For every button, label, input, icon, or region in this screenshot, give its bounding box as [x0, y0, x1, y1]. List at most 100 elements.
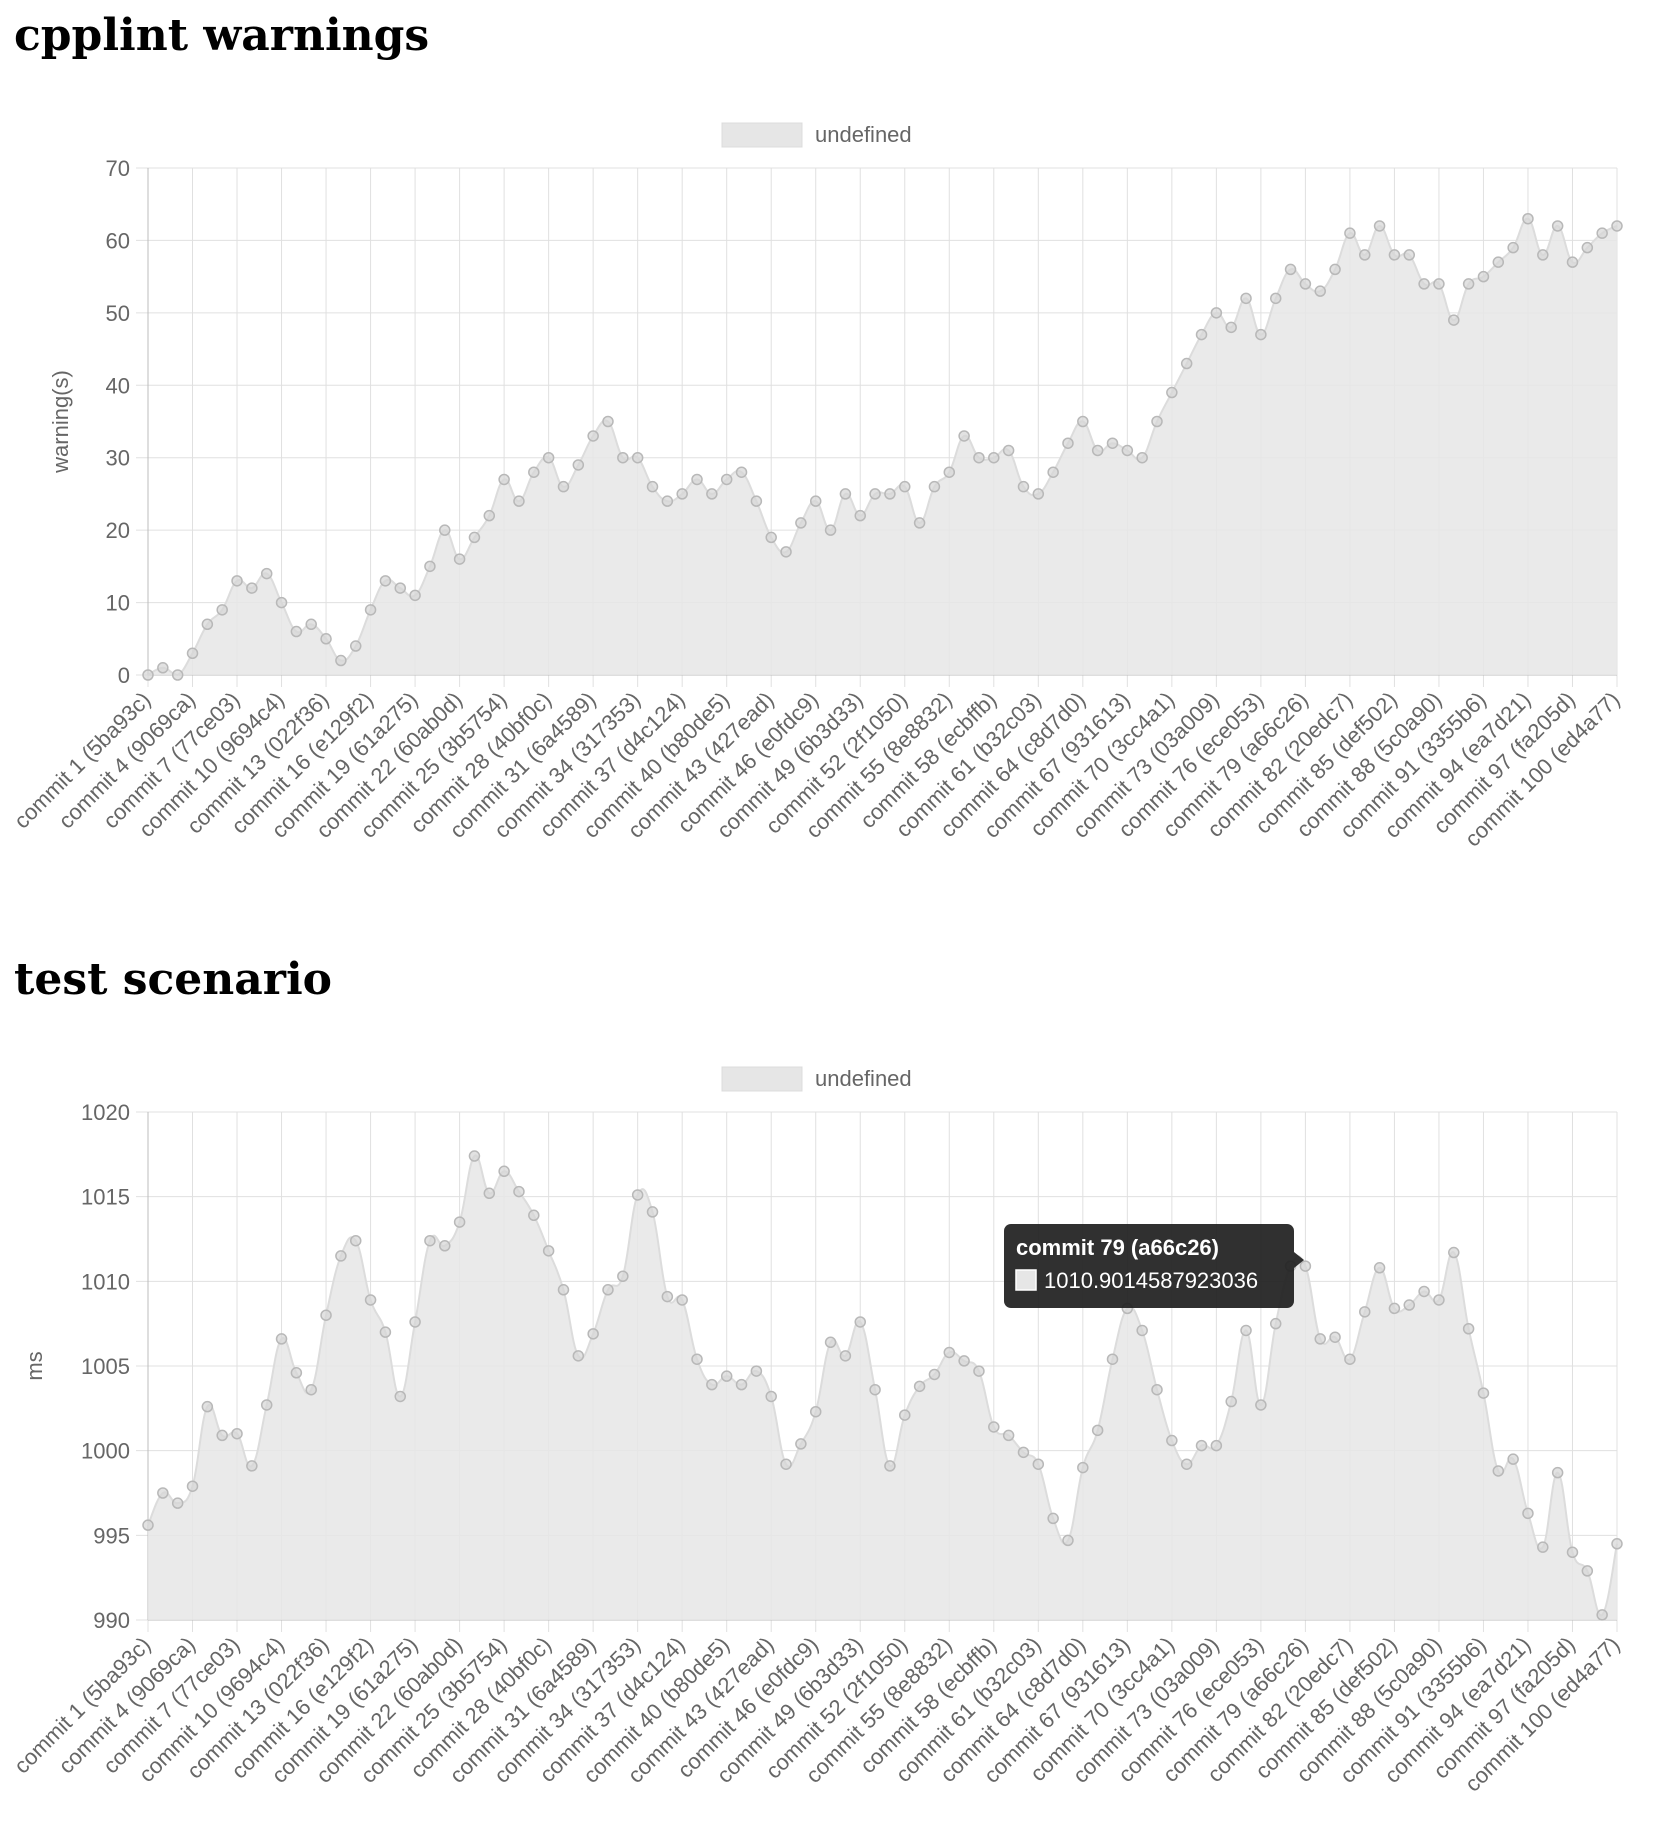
- data-point[interactable]: [542, 1245, 555, 1257]
- data-point[interactable]: [439, 1240, 451, 1252]
- data-point[interactable]: [320, 633, 332, 645]
- data-point[interactable]: [1462, 1322, 1475, 1335]
- data-point[interactable]: [839, 488, 852, 500]
- data-point[interactable]: [617, 1270, 629, 1283]
- data-point[interactable]: [1002, 444, 1015, 457]
- data-point[interactable]: [201, 1400, 214, 1413]
- data-point[interactable]: [1581, 241, 1594, 254]
- data-point[interactable]: [260, 567, 273, 580]
- data-point[interactable]: [809, 495, 822, 507]
- data-point[interactable]: [750, 495, 763, 507]
- data-point[interactable]: [1121, 444, 1134, 457]
- data-point[interactable]: [1403, 249, 1416, 261]
- data-point[interactable]: [1047, 466, 1059, 478]
- data-point[interactable]: [1448, 1246, 1460, 1259]
- data-point[interactable]: [602, 1284, 614, 1296]
- data-point[interactable]: [498, 473, 510, 486]
- data-point[interactable]: [824, 1336, 837, 1349]
- data-point[interactable]: [869, 1383, 881, 1396]
- data-point[interactable]: [1492, 256, 1505, 268]
- data-point[interactable]: [958, 1355, 970, 1367]
- data-point[interactable]: [795, 1438, 807, 1450]
- data-point[interactable]: [1017, 1446, 1030, 1459]
- data-point[interactable]: [1240, 292, 1252, 305]
- data-point[interactable]: [899, 1409, 911, 1421]
- data-point[interactable]: [913, 1380, 926, 1393]
- data-point[interactable]: [290, 1367, 303, 1379]
- data-point[interactable]: [958, 430, 970, 442]
- data-point[interactable]: [1373, 220, 1386, 232]
- data-point[interactable]: [854, 1316, 866, 1328]
- data-point[interactable]: [899, 480, 911, 493]
- data-point[interactable]: [631, 451, 644, 464]
- data-point[interactable]: [349, 640, 362, 652]
- data-point[interactable]: [1581, 1565, 1594, 1577]
- data-point[interactable]: [1462, 278, 1475, 290]
- data-point[interactable]: [468, 531, 481, 544]
- data-point[interactable]: [1418, 1285, 1430, 1298]
- data-point[interactable]: [1136, 1324, 1148, 1337]
- data-point[interactable]: [1032, 1458, 1045, 1470]
- data-point[interactable]: [706, 1378, 718, 1391]
- data-point[interactable]: [973, 451, 985, 464]
- data-point[interactable]: [1448, 314, 1460, 326]
- data-point[interactable]: [364, 1294, 377, 1306]
- data-point[interactable]: [409, 589, 421, 602]
- data-point[interactable]: [1373, 1262, 1386, 1274]
- data-point[interactable]: [1180, 1458, 1193, 1470]
- data-point[interactable]: [1032, 488, 1045, 500]
- data-point[interactable]: [661, 1290, 674, 1303]
- data-point[interactable]: [349, 1234, 362, 1247]
- data-point[interactable]: [676, 1294, 688, 1306]
- data-point[interactable]: [142, 669, 154, 681]
- data-point[interactable]: [1611, 1538, 1623, 1550]
- data-point[interactable]: [320, 1309, 332, 1321]
- data-point[interactable]: [1522, 1507, 1534, 1520]
- data-point[interactable]: [735, 466, 748, 478]
- data-point[interactable]: [1314, 1333, 1326, 1345]
- data-point[interactable]: [513, 495, 525, 507]
- data-point[interactable]: [424, 560, 436, 573]
- data-point[interactable]: [913, 517, 926, 529]
- data-point[interactable]: [1284, 263, 1297, 276]
- data-point[interactable]: [275, 1333, 288, 1345]
- data-point[interactable]: [661, 495, 674, 507]
- data-point[interactable]: [691, 1353, 703, 1365]
- data-point[interactable]: [869, 488, 881, 500]
- data-point[interactable]: [750, 1365, 763, 1377]
- data-point[interactable]: [1403, 1299, 1416, 1311]
- data-point[interactable]: [587, 1328, 599, 1340]
- data-point[interactable]: [824, 524, 837, 536]
- data-point[interactable]: [1329, 1331, 1341, 1343]
- data-point[interactable]: [854, 509, 866, 522]
- data-point[interactable]: [1566, 1546, 1579, 1559]
- data-point[interactable]: [305, 1383, 317, 1396]
- data-point[interactable]: [720, 1370, 733, 1382]
- data-point[interactable]: [1091, 444, 1104, 457]
- data-point[interactable]: [157, 1487, 169, 1499]
- data-point[interactable]: [171, 669, 184, 681]
- data-point[interactable]: [1477, 270, 1490, 283]
- data-point[interactable]: [439, 524, 451, 536]
- data-point[interactable]: [394, 582, 407, 594]
- data-point[interactable]: [765, 1390, 777, 1403]
- data-point[interactable]: [231, 1427, 243, 1440]
- data-point[interactable]: [528, 1209, 540, 1222]
- data-point[interactable]: [483, 1187, 496, 1200]
- data-point[interactable]: [1433, 1294, 1445, 1306]
- data-point[interactable]: [513, 1185, 525, 1198]
- data-point[interactable]: [231, 575, 243, 587]
- data-point[interactable]: [1358, 249, 1371, 261]
- data-point[interactable]: [1195, 328, 1208, 341]
- data-point[interactable]: [1358, 1306, 1371, 1318]
- data-point[interactable]: [646, 480, 659, 493]
- data-point[interactable]: [1492, 1465, 1505, 1477]
- data-point[interactable]: [409, 1316, 421, 1328]
- data-point[interactable]: [528, 466, 540, 478]
- data-point[interactable]: [468, 1150, 481, 1162]
- data-point[interactable]: [765, 531, 777, 544]
- data-point[interactable]: [839, 1350, 852, 1362]
- data-point[interactable]: [1225, 321, 1237, 334]
- data-point[interactable]: [1151, 415, 1163, 428]
